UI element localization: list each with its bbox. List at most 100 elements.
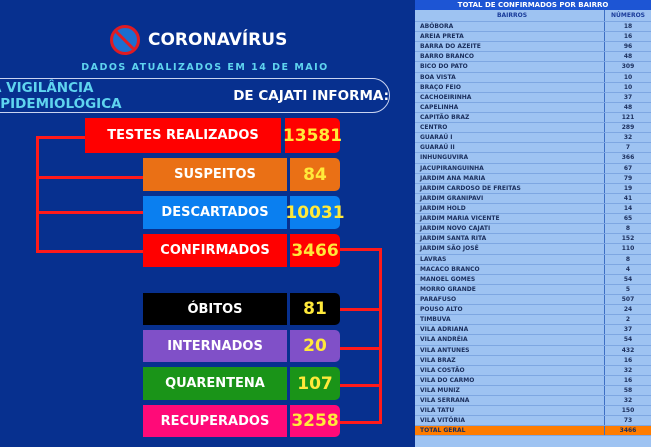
bracket-left bbox=[36, 137, 39, 253]
stat-label-quarentena: QUARENTENA bbox=[143, 367, 287, 400]
case-count: 16 bbox=[623, 376, 633, 384]
table-row: INHUNGUVIRA 366 bbox=[415, 153, 651, 164]
table-row: BRAÇO FEIO 10 bbox=[415, 82, 651, 93]
neighborhood-name: MORRO GRANDE bbox=[415, 284, 605, 294]
stat-label-suspeitos: SUSPEITOS bbox=[143, 158, 287, 191]
neighborhood-name: VILA ADRIANA bbox=[415, 325, 605, 335]
connector bbox=[36, 211, 144, 214]
title-text: CORONAVÍRUS bbox=[148, 30, 288, 50]
case-count: 37 bbox=[623, 93, 633, 101]
table-row: VILA MUNIZ 58 bbox=[415, 385, 651, 397]
neighborhood-name: JARDIM CARDOSO DE FREITAS bbox=[415, 183, 605, 193]
neighborhood-name: AREIA PRETA bbox=[415, 32, 605, 42]
table-row: JARDIM ANA MARIA 79 bbox=[415, 173, 651, 184]
table-row: MORRO GRANDE 5 bbox=[415, 284, 651, 295]
no-virus-icon bbox=[110, 25, 140, 55]
case-count: 14 bbox=[623, 204, 633, 212]
table-row: VILA BRAZ 16 bbox=[415, 355, 651, 366]
table-row: JARDIM HOLD 14 bbox=[415, 203, 651, 215]
info-banner: A VIGILÂNCIA EPIDEMIOLÓGICA DE CAJATI IN… bbox=[0, 78, 390, 113]
table-row: MANOEL GOMES 54 bbox=[415, 274, 651, 285]
case-count: 289 bbox=[621, 124, 635, 132]
table-row: POUSO ALTO 24 bbox=[415, 305, 651, 316]
neighborhood-name: JARDIM MARIA VICENTE bbox=[415, 214, 605, 224]
case-count: 152 bbox=[621, 235, 635, 243]
case-count: 4 bbox=[625, 265, 631, 273]
stat-value-confirmados: 3466 bbox=[290, 234, 340, 267]
table-row: JARDIM SANTA RITA 152 bbox=[415, 234, 651, 245]
case-count: 54 bbox=[623, 336, 633, 344]
table-row: VILA VITÓRIA 73 bbox=[415, 416, 651, 427]
neighborhood-name: CAPELINHA bbox=[415, 102, 605, 112]
case-count: 58 bbox=[623, 386, 633, 394]
case-count: 19 bbox=[623, 184, 633, 192]
neighborhood-name: BARRA DO AZEITE bbox=[415, 42, 605, 52]
update-date: DADOS ATUALIZADOS EM 14 DE MAIO bbox=[81, 62, 329, 73]
table-row: ABÓBORA 18 bbox=[415, 22, 651, 33]
neighborhood-name: INHUNGUVIRA bbox=[415, 153, 605, 163]
neighborhood-name: MACACO BRANCO bbox=[415, 264, 605, 274]
table-row: JARDIM CARDOSO DE FREITAS 19 bbox=[415, 183, 651, 194]
neighborhood-name: PARAFUSO bbox=[415, 294, 605, 305]
table-row: AREIA PRETA 16 bbox=[415, 32, 651, 43]
neighborhood-name: VILA VITÓRIA bbox=[415, 416, 605, 426]
stat-label-descartados: DESCARTADOS bbox=[143, 196, 287, 229]
table-row: CAPITÃO BRAZ 121 bbox=[415, 112, 651, 124]
col-header-name: BAIRROS bbox=[415, 10, 605, 21]
connector bbox=[338, 248, 382, 251]
neighborhood-name: TIMBUVA bbox=[415, 315, 605, 325]
stat-label-confirmados: CONFIRMADOS bbox=[143, 234, 287, 267]
neighborhood-name: JARDIM ANA MARIA bbox=[415, 173, 605, 183]
case-count: 48 bbox=[623, 103, 633, 111]
neighborhood-name: VILA TATU bbox=[415, 406, 605, 416]
connector bbox=[338, 347, 382, 350]
table-row: CACHOEIRINHA 37 bbox=[415, 92, 651, 103]
table-row: GUARAÚ I 32 bbox=[415, 133, 651, 144]
case-count: 7 bbox=[625, 144, 631, 152]
bracket-right bbox=[379, 248, 382, 424]
table-row: JARDIM GRANIPAVI 41 bbox=[415, 193, 651, 204]
neighborhood-name: VILA ANTUNES bbox=[415, 345, 605, 355]
table-row: LAVRAS 8 bbox=[415, 254, 651, 265]
neighborhood-name: GUARAÚ II bbox=[415, 143, 605, 153]
table-row: CENTRO 289 bbox=[415, 123, 651, 134]
neighborhood-name: BICO DO PATO bbox=[415, 62, 605, 72]
stat-label-obitos: ÓBITOS bbox=[143, 293, 287, 325]
case-count: 24 bbox=[623, 306, 633, 314]
table-row: VILA ADRIANA 37 bbox=[415, 325, 651, 336]
neighborhood-name: CENTRO bbox=[415, 123, 605, 133]
table-row: VILA SERRANA 32 bbox=[415, 396, 651, 407]
case-count: 79 bbox=[623, 174, 633, 182]
table-row: VILA DO CARMO 16 bbox=[415, 375, 651, 386]
table-row: VILA ANDRÉIA 54 bbox=[415, 335, 651, 346]
banner-text: DE CAJATI INFORMA: bbox=[228, 87, 389, 104]
total-value: 3466 bbox=[619, 427, 637, 435]
table-row: MACACO BRANCO 4 bbox=[415, 264, 651, 275]
neighborhood-name: CAPITÃO BRAZ bbox=[415, 112, 605, 123]
case-count: 150 bbox=[621, 407, 635, 415]
neighborhood-name: VILA COSTÃO bbox=[415, 365, 605, 375]
table-title: TOTAL DE CONFIRMADOS POR BAIRRO bbox=[415, 0, 651, 10]
stat-value-obitos: 81 bbox=[290, 293, 340, 325]
case-count: 309 bbox=[621, 63, 635, 71]
neighborhood-name: JARDIM SANTA RITA bbox=[415, 234, 605, 244]
stat-value-recuperados: 3258 bbox=[290, 405, 340, 437]
neighborhood-name: CACHOEIRINHA bbox=[415, 92, 605, 102]
connector bbox=[338, 384, 382, 387]
case-count: 32 bbox=[623, 366, 633, 374]
case-count: 32 bbox=[623, 397, 633, 405]
table-row: BARRA DO AZEITE 96 bbox=[415, 42, 651, 53]
case-count: 32 bbox=[623, 134, 633, 142]
total-row: TOTAL GERAL 3466 bbox=[415, 426, 651, 437]
table-row: JACUPIRANGUINHA 67 bbox=[415, 163, 651, 174]
table-row: GUARAÚ II 7 bbox=[415, 143, 651, 154]
neighborhood-name: LAVRAS bbox=[415, 254, 605, 264]
neighborhood-name: JARDIM GRANIPAVI bbox=[415, 193, 605, 203]
neighborhood-name: ABÓBORA bbox=[415, 22, 605, 32]
case-count: 48 bbox=[623, 53, 633, 61]
table-row: TIMBUVA 2 bbox=[415, 315, 651, 326]
connector bbox=[36, 136, 86, 139]
case-count: 8 bbox=[625, 255, 631, 263]
table-row: VILA TATU 150 bbox=[415, 406, 651, 417]
total-label: TOTAL GERAL bbox=[415, 426, 605, 436]
